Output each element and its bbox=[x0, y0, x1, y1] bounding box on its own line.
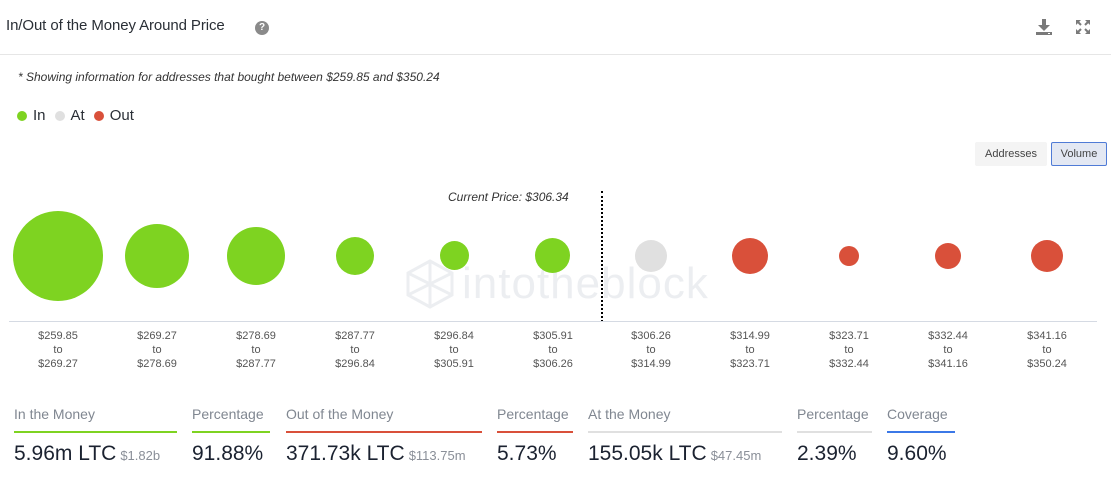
intotheblock-watermark: intotheblock bbox=[404, 258, 709, 310]
stat-label: In the Money bbox=[14, 406, 95, 422]
legend-item-out[interactable]: Out bbox=[93, 107, 134, 124]
stat-value: 5.73% bbox=[497, 442, 557, 465]
stat-at-percentage: Percentage 2.39% bbox=[797, 406, 872, 466]
intotheblock-logo-icon bbox=[406, 259, 454, 309]
x-tick-label: $269.27 to $278.69 bbox=[137, 330, 177, 370]
x-axis-line bbox=[9, 321, 1097, 322]
stat-bar-out bbox=[497, 431, 573, 433]
bubble-in-2[interactable] bbox=[125, 224, 189, 288]
stat-out-of-the-money: Out of the Money 371.73k LTC $113.75m bbox=[286, 406, 482, 466]
stat-bar-in bbox=[14, 431, 177, 433]
stat-in-percentage: Percentage 91.88% bbox=[192, 406, 270, 466]
bubble-at-1[interactable] bbox=[635, 240, 667, 272]
stat-value: 155.05k LTC $47.45m bbox=[588, 442, 762, 465]
bubble-out-4[interactable] bbox=[1031, 240, 1063, 272]
stat-bar-at bbox=[797, 431, 872, 433]
stat-label: Coverage bbox=[887, 406, 948, 422]
download-icon[interactable] bbox=[1035, 18, 1053, 36]
bubble-out-2[interactable] bbox=[839, 246, 859, 266]
stat-bar-in bbox=[192, 431, 270, 433]
current-price-line bbox=[601, 191, 603, 322]
widget-header: In/Out of the Money Around Price ? bbox=[0, 0, 1111, 55]
bubble-out-3[interactable] bbox=[935, 243, 961, 269]
stat-coverage: Coverage 9.60% bbox=[887, 406, 955, 466]
x-tick-label: $305.91 to $306.26 bbox=[533, 330, 573, 370]
x-tick-label: $306.26 to $314.99 bbox=[631, 330, 671, 370]
stat-in-the-money: In the Money 5.96m LTC $1.82b bbox=[14, 406, 177, 466]
help-icon[interactable]: ? bbox=[255, 21, 269, 35]
x-tick-label: $314.99 to $323.71 bbox=[730, 330, 770, 370]
widget-title: In/Out of the Money Around Price bbox=[6, 17, 225, 34]
bubble-in-1[interactable] bbox=[13, 211, 103, 301]
bubble-in-3[interactable] bbox=[227, 227, 285, 285]
x-tick-label: $278.69 to $287.77 bbox=[236, 330, 276, 370]
expand-icon[interactable] bbox=[1075, 19, 1091, 35]
x-tick-label: $259.85 to $269.27 bbox=[38, 330, 78, 370]
stat-value: 5.96m LTC $1.82b bbox=[14, 442, 161, 465]
addresses-toggle-button[interactable]: Addresses bbox=[975, 142, 1047, 166]
legend-label-at: At bbox=[70, 107, 85, 124]
watermark-text: intotheblock bbox=[462, 259, 709, 308]
stat-value: 371.73k LTC $113.75m bbox=[286, 442, 466, 465]
range-note: * Showing information for addresses that… bbox=[18, 70, 440, 84]
bubble-out-1[interactable] bbox=[732, 238, 768, 274]
current-price-label: Current Price: $306.34 bbox=[448, 190, 569, 204]
stat-bar-at bbox=[588, 431, 782, 433]
stat-bar-coverage bbox=[887, 431, 955, 433]
x-tick-label: $287.77 to $296.84 bbox=[335, 330, 375, 370]
bubble-in-5[interactable] bbox=[440, 241, 469, 270]
legend-dot-out-icon bbox=[93, 110, 104, 121]
legend-dot-in-icon bbox=[17, 110, 27, 121]
legend-item-in[interactable]: In bbox=[17, 107, 46, 124]
bubble-in-6[interactable] bbox=[535, 238, 570, 273]
stat-value: 9.60% bbox=[887, 442, 947, 465]
stat-at-the-money: At the Money 155.05k LTC $47.45m bbox=[588, 406, 782, 466]
stat-bar-out bbox=[286, 431, 482, 433]
x-tick-label: $341.16 to $350.24 bbox=[1027, 330, 1067, 370]
legend-label-out: Out bbox=[109, 107, 134, 124]
stat-value: 91.88% bbox=[192, 442, 264, 465]
x-tick-label: $332.44 to $341.16 bbox=[928, 330, 968, 370]
chart-legend: In At Out bbox=[17, 107, 143, 124]
legend-label-in: In bbox=[33, 107, 46, 124]
x-tick-label: $296.84 to $305.91 bbox=[434, 330, 474, 370]
stat-out-percentage: Percentage 5.73% bbox=[497, 406, 573, 466]
volume-toggle-button[interactable]: Volume bbox=[1051, 142, 1107, 166]
stat-label: Out of the Money bbox=[286, 406, 394, 422]
stat-label: Percentage bbox=[797, 406, 869, 422]
stat-value: 2.39% bbox=[797, 442, 857, 465]
x-tick-label: $323.71 to $332.44 bbox=[829, 330, 869, 370]
legend-item-at[interactable]: At bbox=[54, 107, 85, 124]
stat-label: Percentage bbox=[192, 406, 264, 422]
stat-label: Percentage bbox=[497, 406, 569, 422]
bubble-in-4[interactable] bbox=[336, 237, 374, 275]
legend-dot-at-icon bbox=[54, 110, 65, 121]
stat-label: At the Money bbox=[588, 406, 671, 422]
